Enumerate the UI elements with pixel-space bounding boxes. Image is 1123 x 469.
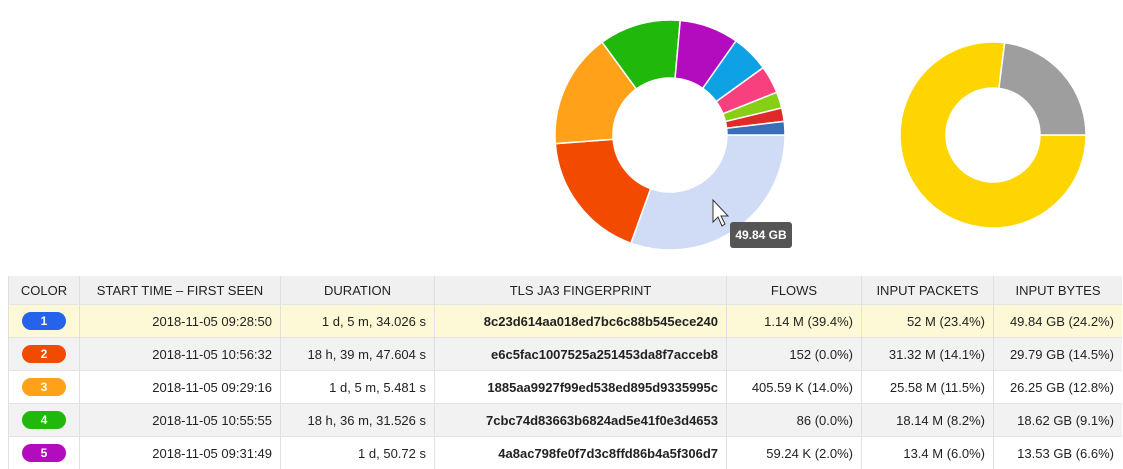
table-cell: 2018-11-05 10:55:55 xyxy=(80,404,281,437)
table-cell: 13.53 GB (6.6%) xyxy=(994,437,1123,469)
table-cell: 4a8ac798fe0f7d3c8ffd86b4a5f306d7 xyxy=(435,437,727,469)
table-cell: 25.58 M (11.5%) xyxy=(862,371,994,404)
table-cell: 1 xyxy=(9,305,80,338)
column-header[interactable]: START TIME – FIRST SEEN xyxy=(80,276,281,305)
table-cell: 1 d, 50.72 s xyxy=(281,437,435,469)
table-cell: 8c23d614aa018ed7bc6c88b545ece240 xyxy=(435,305,727,338)
table-cell: 1885aa9927f99ed538ed895d9335995c xyxy=(435,371,727,404)
donut-chart xyxy=(900,42,1086,228)
table-cell: 2018-11-05 10:56:32 xyxy=(80,338,281,371)
slice[interactable] xyxy=(555,139,650,243)
table-cell: 405.59 K (14.0%) xyxy=(727,371,862,404)
tooltip: 49.84 GB xyxy=(735,228,787,242)
color-badge: 3 xyxy=(22,378,66,396)
column-header[interactable]: INPUT BYTES xyxy=(994,276,1123,305)
table-cell: 31.32 M (14.1%) xyxy=(862,338,994,371)
table-cell: 13.4 M (6.0%) xyxy=(862,437,994,469)
color-badge: 4 xyxy=(22,411,66,429)
table-cell: 4 xyxy=(9,404,80,437)
column-header[interactable]: INPUT PACKETS xyxy=(862,276,994,305)
table-cell: 59.24 K (2.0%) xyxy=(727,437,862,469)
column-header[interactable]: TLS JA3 FINGERPRINT xyxy=(435,276,727,305)
table-cell: e6c5fac1007525a251453da8f7acceb8 xyxy=(435,338,727,371)
column-header[interactable]: FLOWS xyxy=(727,276,862,305)
table-cell: 7cbc74d83663b6824ad5e41f0e3d4653 xyxy=(435,404,727,437)
color-badge: 5 xyxy=(22,444,66,462)
table-cell: 2018-11-05 09:29:16 xyxy=(80,371,281,404)
donut-chart xyxy=(555,20,785,250)
table-cell: 1.14 M (39.4%) xyxy=(727,305,862,338)
table-cell: 18.14 M (8.2%) xyxy=(862,404,994,437)
table-cell: 5 xyxy=(9,437,80,469)
table-cell: 2018-11-05 09:28:50 xyxy=(80,305,281,338)
table-cell: 18.62 GB (9.1%) xyxy=(994,404,1123,437)
table-cell: 152 (0.0%) xyxy=(727,338,862,371)
table-cell: 18 h, 39 m, 47.604 s xyxy=(281,338,435,371)
table-cell: 2 xyxy=(9,338,80,371)
color-badge: 1 xyxy=(22,312,66,330)
table-cell: 29.79 GB (14.5%) xyxy=(994,338,1123,371)
table-cell: 2018-11-05 09:31:49 xyxy=(80,437,281,469)
column-header[interactable]: COLOR xyxy=(9,276,80,305)
slice[interactable] xyxy=(999,43,1086,135)
table-cell: 18 h, 36 m, 31.526 s xyxy=(281,404,435,437)
table-cell: 1 d, 5 m, 34.026 s xyxy=(281,305,435,338)
color-badge: 2 xyxy=(22,345,66,363)
table-cell: 86 (0.0%) xyxy=(727,404,862,437)
table-cell: 49.84 GB (24.2%) xyxy=(994,305,1123,338)
column-header[interactable]: DURATION xyxy=(281,276,435,305)
table-cell: 26.25 GB (12.8%) xyxy=(994,371,1123,404)
charts: 49.84 GB xyxy=(0,0,1123,276)
table-cell: 52 M (23.4%) xyxy=(862,305,994,338)
table-cell: 3 xyxy=(9,371,80,404)
table-cell: 1 d, 5 m, 5.481 s xyxy=(281,371,435,404)
